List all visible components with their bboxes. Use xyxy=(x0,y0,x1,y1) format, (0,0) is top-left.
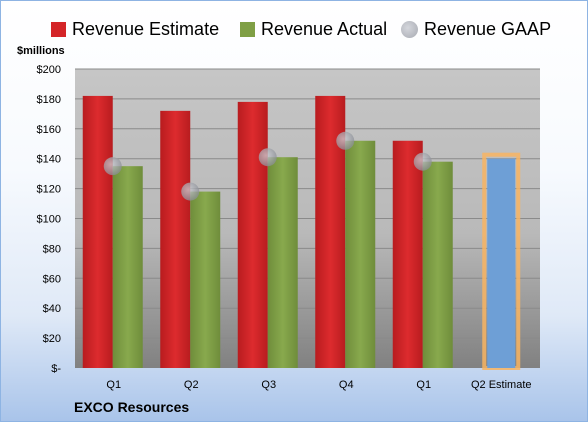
x-tick-label: Q3 xyxy=(261,379,276,391)
y-tick-label: $120 xyxy=(37,184,61,196)
marker-revenue-gaap xyxy=(336,131,355,150)
x-tick-label: Q1 xyxy=(106,379,121,391)
y-tick-label: $- xyxy=(51,363,61,375)
bar-revenue-actual xyxy=(422,161,453,368)
legend-actual-label: Revenue Actual xyxy=(261,19,388,39)
bar-revenue-actual xyxy=(112,166,143,368)
bar-q2-estimate xyxy=(487,158,516,368)
y-axis-label: $millions xyxy=(17,45,65,57)
y-tick-label: $200 xyxy=(37,64,61,76)
marker-revenue-gaap xyxy=(103,157,122,176)
bar-revenue-actual xyxy=(267,157,298,368)
y-tick-label: $40 xyxy=(43,303,61,315)
legend-actual: Revenue Actual xyxy=(240,19,387,40)
y-tick-label: $100 xyxy=(37,214,61,226)
y-tick-label: $60 xyxy=(43,273,61,285)
x-tick-label: Q1 xyxy=(416,379,431,391)
legend-estimate-swatch xyxy=(51,22,66,37)
y-tick-label: $180 xyxy=(37,94,61,106)
y-tick-label: $20 xyxy=(43,333,61,345)
bar-revenue-estimate xyxy=(392,140,423,368)
marker-revenue-gaap xyxy=(258,148,277,167)
legend-estimate-label: Revenue Estimate xyxy=(72,19,220,39)
legend-gaap-marker xyxy=(401,21,418,38)
bar-revenue-estimate xyxy=(160,110,191,369)
y-tick-label: $80 xyxy=(43,243,61,255)
y-tick-label: $160 xyxy=(37,124,61,136)
marker-revenue-gaap xyxy=(413,152,432,171)
legend-gaap: Revenue GAAP xyxy=(401,19,551,40)
x-tick-label: Q2 Estimate xyxy=(471,379,532,391)
y-tick-label: $140 xyxy=(37,154,61,166)
bar-revenue-actual xyxy=(190,191,221,368)
legend-estimate: Revenue Estimate xyxy=(51,19,219,40)
bar-revenue-estimate xyxy=(82,95,113,368)
legend-gaap-label: Revenue GAAP xyxy=(424,19,552,39)
x-tick-label: Q2 xyxy=(184,379,199,391)
marker-revenue-gaap xyxy=(181,182,200,201)
x-tick-label: Q4 xyxy=(339,379,354,391)
bar-revenue-estimate xyxy=(237,101,268,368)
company-name: EXCO Resources xyxy=(74,399,190,415)
bar-revenue-actual xyxy=(345,140,376,368)
legend-actual-swatch xyxy=(240,22,255,37)
